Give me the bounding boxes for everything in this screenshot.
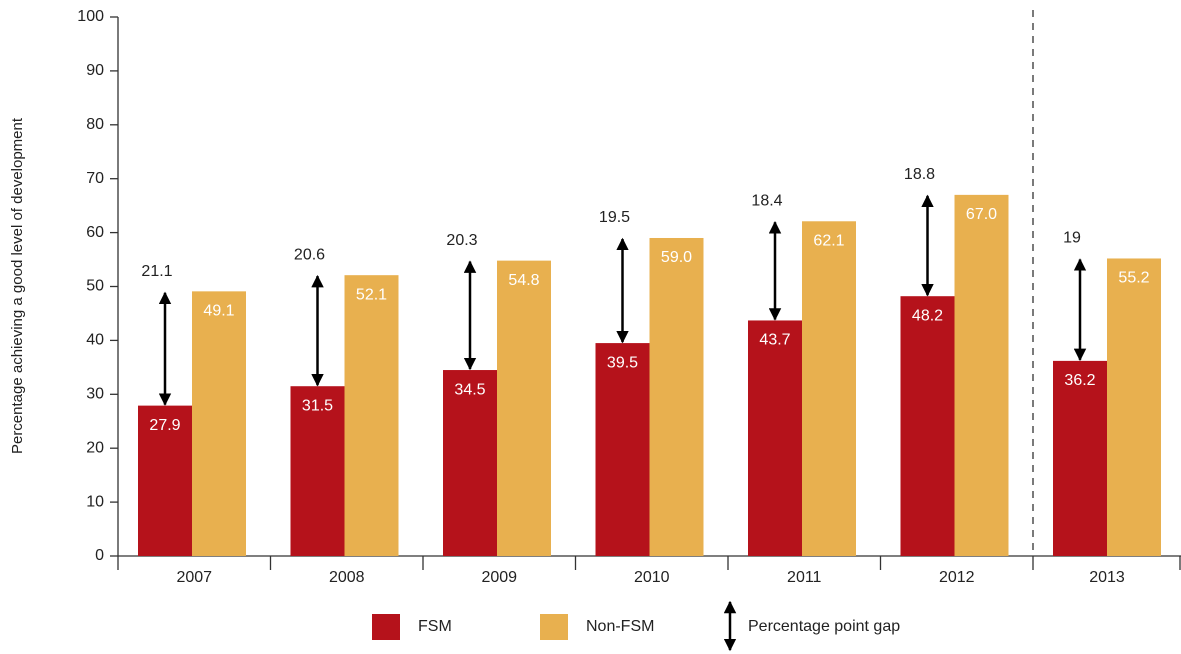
bar xyxy=(595,343,650,556)
value-label: 48.2 xyxy=(912,307,943,324)
bar xyxy=(497,260,551,556)
y-tick-label: 40 xyxy=(86,332,104,349)
y-tick-label: 70 xyxy=(86,170,104,187)
value-label: 36.2 xyxy=(1064,372,1095,389)
legend-swatch xyxy=(540,614,568,640)
y-tick-label: 80 xyxy=(86,116,104,133)
value-label: 39.5 xyxy=(607,354,638,371)
legend-label: FSM xyxy=(418,618,452,635)
value-label: 54.8 xyxy=(508,272,539,289)
gap-label: 20.6 xyxy=(294,246,325,263)
value-label: 67.0 xyxy=(966,206,997,223)
x-tick-label: 2007 xyxy=(176,569,212,586)
y-tick-label: 30 xyxy=(86,386,104,403)
x-tick-label: 2011 xyxy=(787,569,822,586)
y-tick-label: 60 xyxy=(86,224,104,241)
bar xyxy=(802,221,856,556)
gap-label: 19 xyxy=(1063,230,1081,247)
bar xyxy=(344,275,399,556)
x-tick-label: 2009 xyxy=(481,569,517,586)
value-label: 55.2 xyxy=(1118,270,1149,287)
bar xyxy=(443,370,497,556)
value-label: 62.1 xyxy=(813,232,844,249)
value-label: 59.0 xyxy=(661,249,692,266)
legend-label: Non-FSM xyxy=(586,618,654,635)
gap-label: 20.3 xyxy=(446,232,477,249)
x-tick-label: 2008 xyxy=(329,569,365,586)
legend-swatch xyxy=(372,614,400,640)
bar xyxy=(954,194,1009,556)
value-label: 52.1 xyxy=(356,286,387,303)
bar xyxy=(138,405,192,556)
value-label: 34.5 xyxy=(454,381,485,398)
bar xyxy=(290,386,345,556)
x-tick-label: 2010 xyxy=(634,569,670,586)
bar xyxy=(900,296,955,556)
value-label: 27.9 xyxy=(149,417,180,434)
y-axis-label: Percentage achieving a good level of dev… xyxy=(9,117,26,454)
gap-label: 19.5 xyxy=(599,209,630,226)
bar xyxy=(192,291,246,556)
value-label: 49.1 xyxy=(203,303,234,320)
y-tick-label: 10 xyxy=(86,493,104,510)
gap-label: 18.4 xyxy=(751,192,782,209)
gap-label: 21.1 xyxy=(141,263,172,280)
y-tick-label: 100 xyxy=(77,8,104,25)
y-tick-label: 50 xyxy=(86,278,104,295)
x-tick-label: 2013 xyxy=(1089,569,1125,586)
x-tick-label: 2012 xyxy=(939,569,975,586)
bar xyxy=(748,320,802,556)
bar xyxy=(1107,258,1161,556)
legend-label: Percentage point gap xyxy=(748,618,900,635)
y-tick-label: 0 xyxy=(95,547,104,564)
gap-label: 18.8 xyxy=(904,166,935,183)
value-label: 31.5 xyxy=(302,397,333,414)
bar xyxy=(1053,360,1107,556)
y-tick-label: 20 xyxy=(86,439,104,456)
y-tick-label: 90 xyxy=(86,62,104,79)
bar xyxy=(649,237,704,557)
value-label: 43.7 xyxy=(759,332,790,349)
